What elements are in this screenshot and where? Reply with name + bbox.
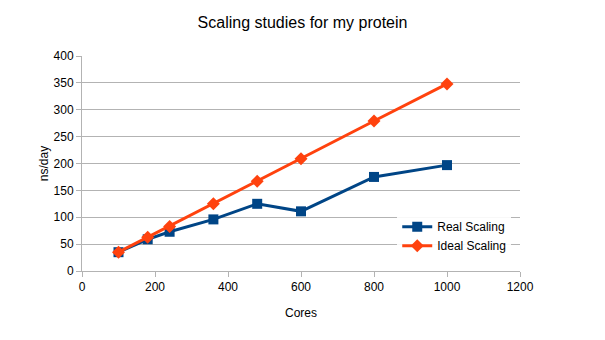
svg-text:Ideal Scaling: Ideal Scaling (437, 239, 506, 253)
svg-text:150: 150 (54, 184, 74, 198)
svg-text:100: 100 (54, 210, 74, 224)
svg-text:200: 200 (145, 280, 165, 294)
svg-text:0: 0 (67, 264, 74, 278)
svg-text:0: 0 (79, 280, 86, 294)
svg-text:50: 50 (60, 237, 74, 251)
svg-text:1200: 1200 (507, 280, 534, 294)
svg-text:200: 200 (54, 157, 74, 171)
svg-text:300: 300 (54, 103, 74, 117)
svg-text:350: 350 (54, 76, 74, 90)
svg-text:1000: 1000 (434, 280, 461, 294)
svg-text:600: 600 (291, 280, 311, 294)
svg-text:250: 250 (54, 130, 74, 144)
svg-text:ns/day: ns/day (37, 146, 51, 181)
svg-text:Cores: Cores (285, 306, 317, 320)
svg-text:400: 400 (218, 280, 238, 294)
svg-text:Real Scaling: Real Scaling (437, 220, 504, 234)
svg-text:Scaling studies for my protein: Scaling studies for my protein (198, 14, 408, 31)
svg-text:400: 400 (54, 49, 74, 63)
svg-text:800: 800 (364, 280, 384, 294)
